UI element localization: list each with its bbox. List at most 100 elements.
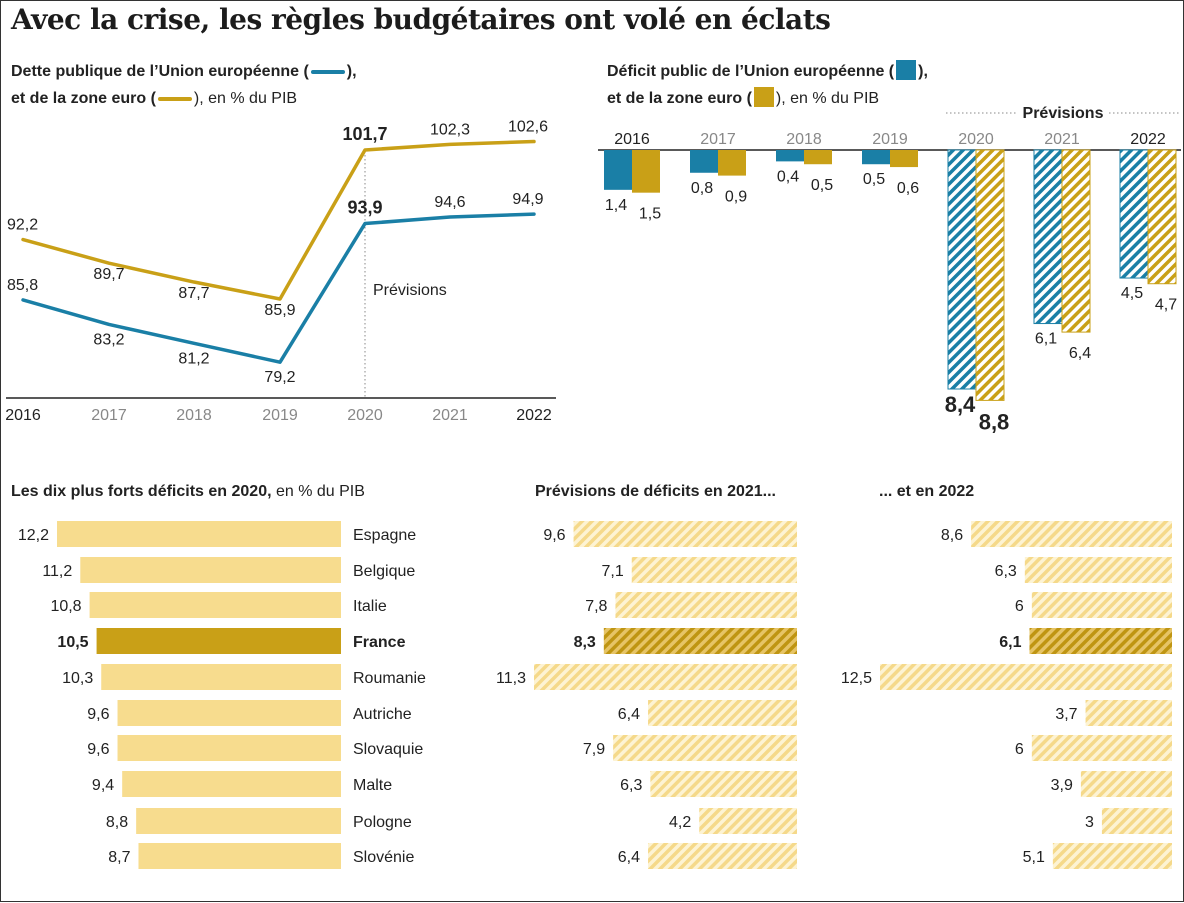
bar-2020-Belgique — [80, 557, 341, 583]
bar-2022-Roumanie — [880, 664, 1172, 690]
value-2020-Italie: 10,8 — [50, 598, 81, 615]
value-2022-Belgique: 6,3 — [995, 563, 1017, 580]
deficit-label-ue-2022: 4,5 — [1121, 285, 1143, 302]
bar-2020-Autriche — [117, 700, 341, 726]
deficit-bar-zone_euro-2021 — [1061, 149, 1091, 333]
forecast-2021-title: Prévisions de déficits en 2021... — [535, 483, 776, 501]
debt-x-tick-2018: 2018 — [176, 407, 212, 424]
debt-line-zone_euro — [21, 139, 536, 301]
bar-2021-Pologne — [699, 808, 797, 834]
bar-2020-Espagne — [57, 521, 341, 547]
deficit-label-ue-2021: 6,1 — [1035, 331, 1057, 348]
debt-subtitle-part4: ), en % du PIB — [193, 90, 298, 107]
value-2022-Autriche: 3,7 — [1055, 706, 1077, 723]
bar-2022-Italie — [1031, 592, 1172, 618]
deficit-year-2017: 2017 — [700, 131, 736, 148]
debt-label-ue-2017: 83,2 — [93, 331, 124, 348]
bar-2021-Italie — [615, 592, 797, 618]
value-2022-Slovénie: 5,1 — [1023, 849, 1045, 866]
deficit-bar-zone_euro-2016 — [632, 150, 660, 193]
deficit-bar-ue-2017 — [690, 150, 718, 173]
deficit-label-ue-2016: 1,4 — [605, 197, 627, 214]
debt-label-zone_euro-2018: 87,7 — [178, 285, 209, 302]
debt-x-tick-2016: 2016 — [5, 407, 41, 424]
debt-x-tick-2019: 2019 — [262, 407, 298, 424]
deficit-year-2022: 2022 — [1130, 131, 1166, 148]
country-name-Autriche: Autriche — [353, 706, 412, 723]
bar-2022-Slovénie — [1052, 843, 1172, 869]
debt-x-tick-2020: 2020 — [347, 407, 383, 424]
bar-2022-Autriche — [1085, 700, 1172, 726]
debt-label-ue-2018: 81,2 — [178, 350, 209, 367]
bar-2022-Espagne — [971, 521, 1172, 547]
deficit-label-zone_euro-2021: 6,4 — [1069, 345, 1091, 362]
debt-label-zone_euro-2021: 102,3 — [430, 121, 470, 138]
value-2022-Malte: 3,9 — [1051, 777, 1073, 794]
top-deficits-2020-title: Les dix plus forts déficits en 2020, en … — [11, 483, 365, 501]
debt-x-tick-2021: 2021 — [432, 407, 468, 424]
deficit-bar-ue-2019 — [862, 150, 890, 165]
debt-label-ue-2016: 85,8 — [7, 277, 38, 294]
deficit-label-zone_euro-2020: 8,8 — [979, 409, 1010, 434]
top-deficits-title-rest: en % du PIB — [271, 483, 365, 500]
deficit-bar-ue-2016 — [604, 150, 632, 190]
deficit-year-2020: 2020 — [958, 131, 994, 148]
bar-2020-Slovaquie — [117, 735, 341, 761]
value-2020-Pologne: 8,8 — [106, 814, 128, 831]
value-2021-Slovaquie: 7,9 — [583, 741, 605, 758]
value-2022-Pologne: 3 — [1085, 814, 1094, 831]
deficit-label-ue-2019: 0,5 — [863, 171, 885, 188]
forecast-2021-title-bold: Prévisions de déficits en 2021... — [535, 483, 776, 500]
deficit-label-zone_euro-2018: 0,5 — [811, 177, 833, 194]
debt-label-zone_euro-2019: 85,9 — [264, 302, 295, 319]
country-name-Roumanie: Roumanie — [353, 670, 426, 687]
bar-2022-Slovaquie — [1031, 735, 1172, 761]
deficit-subtitle-part1: Déficit public de l’Union européenne ( — [607, 63, 895, 80]
country-name-France: France — [353, 634, 406, 651]
deficit-year-2019: 2019 — [872, 131, 908, 148]
zone-euro-box-swatch — [753, 87, 774, 107]
value-2022-Espagne: 8,6 — [941, 527, 963, 544]
deficit-label-ue-2020: 8,4 — [945, 392, 976, 417]
debt-label-ue-2021: 94,6 — [434, 194, 465, 211]
value-2021-Italie: 7,8 — [585, 598, 607, 615]
deficit-bar-zone_euro-2022 — [1147, 149, 1177, 285]
deficit-year-2021: 2021 — [1044, 131, 1080, 148]
forecast-2022-title: ... et en 2022 — [879, 483, 974, 501]
bar-2021-Espagne — [573, 521, 797, 547]
value-2020-Malte: 9,4 — [92, 777, 114, 794]
ue-box-swatch — [896, 60, 917, 80]
deficit-label-zone_euro-2016: 1,5 — [639, 206, 661, 223]
debt-label-ue-2019: 79,2 — [264, 369, 295, 386]
bar-2021-Autriche — [648, 700, 797, 726]
country-name-Italie: Italie — [353, 598, 387, 615]
deficit-label-zone_euro-2017: 0,9 — [725, 189, 747, 206]
deficit-bar-zone_euro-2019 — [890, 150, 918, 168]
bar-2022-Belgique — [1024, 557, 1172, 583]
value-2020-Roumanie: 10,3 — [62, 670, 93, 687]
deficit-label-ue-2017: 0,8 — [691, 180, 713, 197]
deficit-label-ue-2018: 0,4 — [777, 168, 799, 185]
bar-2020-Malte — [122, 771, 341, 797]
bar-2021-Belgique — [631, 557, 797, 583]
country-name-Slovaquie: Slovaquie — [353, 741, 423, 758]
value-2022-France: 6,1 — [999, 634, 1021, 651]
value-2022-Italie: 6 — [1015, 598, 1024, 615]
deficit-subtitle-part4: ), en % du PIB — [775, 90, 880, 107]
value-2020-Slovénie: 8,7 — [108, 849, 130, 866]
debt-line-ue — [21, 212, 536, 364]
ue-line-swatch — [310, 69, 345, 74]
country-name-Malte: Malte — [353, 777, 392, 794]
value-2021-France: 8,3 — [574, 634, 596, 651]
bar-2022-Pologne — [1101, 808, 1172, 834]
debt-x-tick-2022: 2022 — [516, 407, 552, 424]
country-name-Espagne: Espagne — [353, 527, 416, 544]
bar-2021-France — [603, 628, 797, 654]
debt-label-zone_euro-2016: 92,2 — [7, 217, 38, 234]
bar-2020-France — [96, 628, 342, 654]
debt-x-tick-2017: 2017 — [91, 407, 127, 424]
bar-2021-Malte — [650, 771, 797, 797]
deficit-label-zone_euro-2019: 0,6 — [897, 180, 919, 197]
